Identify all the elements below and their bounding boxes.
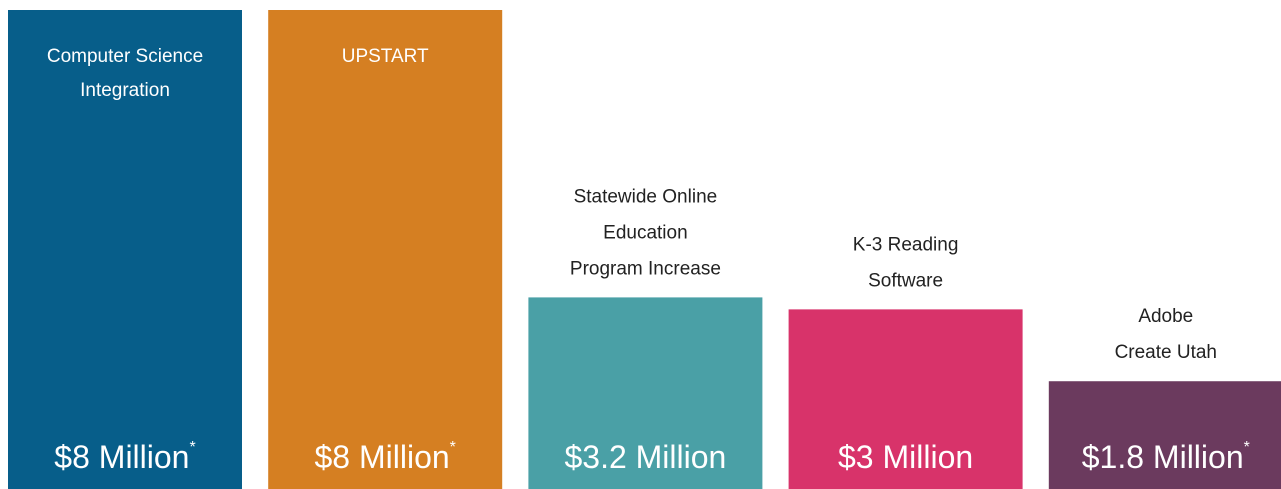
bar [528, 297, 763, 489]
value-label: $3.2 Million [564, 439, 726, 475]
bar [1048, 381, 1281, 489]
category-label: Integration [80, 80, 170, 101]
footnote-marker: * [189, 439, 195, 456]
category-label: Computer Science [47, 46, 203, 67]
value-text: $8 Million [314, 439, 449, 475]
category-label: Education [603, 222, 688, 243]
category-label: Adobe [1138, 306, 1193, 327]
footnote-marker: * [450, 439, 456, 456]
category-label: Program Increase [570, 258, 721, 279]
category-label: UPSTART [342, 46, 429, 67]
bar [8, 10, 242, 489]
value-text: $1.8 Million [1082, 439, 1244, 475]
value-label: $8 Million* [54, 439, 195, 475]
value-text: $8 Million [54, 439, 189, 475]
bar [268, 10, 503, 489]
category-label: Create Utah [1115, 342, 1217, 363]
value-label: $1.8 Million* [1082, 439, 1250, 475]
value-label: $3 Million [838, 439, 973, 475]
category-label: Software [868, 270, 943, 291]
bar [788, 309, 1023, 489]
footnote-marker: * [1244, 439, 1250, 456]
value-text: $3 Million [838, 439, 973, 475]
value-label: $8 Million* [314, 439, 455, 475]
category-label: Statewide Online [574, 186, 718, 207]
value-text: $3.2 Million [564, 439, 726, 475]
category-label: K-3 Reading [853, 234, 959, 255]
